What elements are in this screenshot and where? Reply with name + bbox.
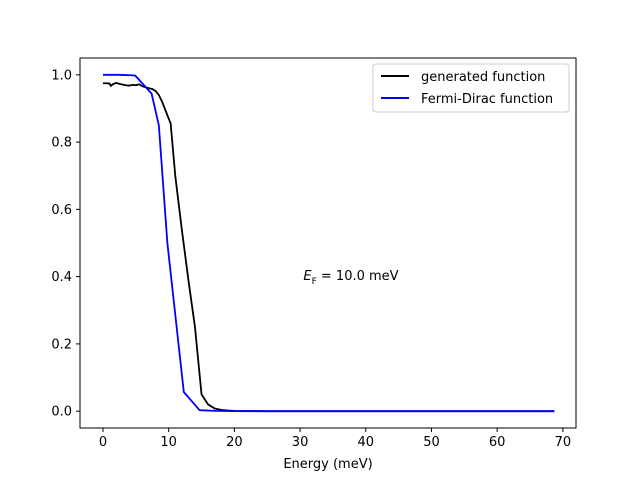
- x-tick-label: 20: [226, 435, 243, 450]
- annotation-subscript: F: [312, 277, 317, 287]
- series-line-1: [102, 73, 555, 413]
- x-tick-label: 30: [292, 435, 309, 450]
- y-tick-label: 0.0: [51, 405, 72, 420]
- legend-box: [372, 63, 570, 113]
- x-axis: 0 10 20 30 40 50 60 70: [99, 428, 571, 450]
- y-tick-label: 0.2: [51, 337, 72, 352]
- fermi-energy-annotation: EF = 10.0 meV: [303, 269, 398, 287]
- x-tick-label: 10: [160, 435, 177, 450]
- annotation-text: = 10.0 meV: [317, 269, 399, 284]
- y-tick-label: 1.0: [51, 68, 72, 83]
- y-axis: 0.0 0.2 0.4 0.6 0.8 1.0: [51, 68, 80, 420]
- x-axis-title: Energy (meV): [283, 457, 372, 472]
- y-tick-label: 0.4: [51, 270, 72, 285]
- plot-lines: [102, 73, 555, 413]
- axes-frame: [79, 57, 577, 429]
- legend-label-generated: generated function: [421, 70, 545, 85]
- legend-label-fermi-dirac: Fermi-Dirac function: [421, 92, 553, 107]
- x-tick-label: 0: [99, 435, 107, 450]
- x-tick-label: 50: [423, 435, 440, 450]
- x-tick-label: 70: [555, 435, 572, 450]
- x-tick-label: 40: [358, 435, 375, 450]
- annotation-symbol: E: [303, 269, 312, 284]
- y-tick-label: 0.6: [51, 203, 72, 218]
- series-line-0: [102, 81, 555, 413]
- x-tick-label: 60: [489, 435, 506, 450]
- y-tick-label: 0.8: [51, 136, 72, 151]
- legend: generated function Fermi-Dirac function: [372, 63, 570, 113]
